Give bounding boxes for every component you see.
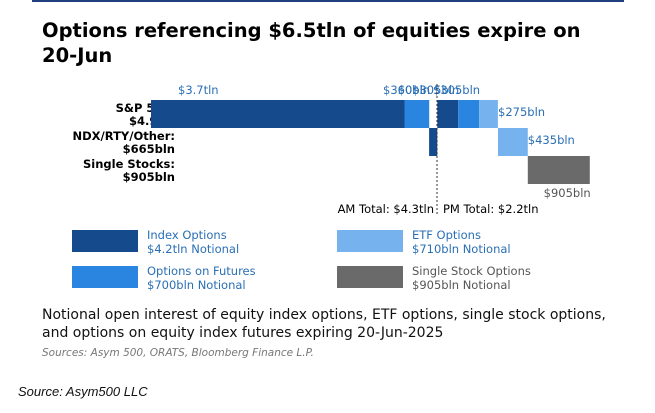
am-total-label: AM Total: $4.3tln [338,202,434,216]
bar-index-options-row1-am [429,128,438,156]
row-label-1-line-1: $665bln [123,142,175,156]
row-label-1-line-0: NDX/RTY/Other: [73,129,175,143]
legend-notional-etf: $710bln Notional [412,242,511,256]
legend-name-etf: ETF Options [412,228,481,242]
data-label-etf-options-row0-am-2: $0bln [398,83,430,97]
data-label-options-on-futures-row0-pm-5: $305bln [433,83,480,97]
legend-notional-futures: $700bln Notional [147,278,246,292]
data-label-index-options-row0-am-0: $3.7tln [178,83,219,97]
row-label-2-line-0: Single Stocks: [83,157,175,171]
legend-name-single: Single Stock Options [412,264,531,278]
chart-title: Options referencing $6.5tln of equities … [42,19,581,67]
legend-swatch-index [72,230,138,252]
bar-index-options-row0-pm [437,100,459,128]
bar-options-on-futures-row0-pm [458,100,480,128]
row-label-2-line-1: $905bln [123,170,175,184]
bar-options-on-futures-row0-am [404,100,430,128]
chart-panel [32,0,624,373]
top-rule [32,0,624,2]
bar-etf-options-row1-pm [498,128,528,156]
legend-name-index: Index Options [147,228,227,242]
data-label-etf-options-row1-pm-7: $435bln [528,133,575,147]
legend-swatch-single [337,266,403,288]
data-label-index-options-row0-pm-4: $305bln [412,83,459,97]
legend-name-futures: Options on Futures [147,264,256,278]
data-label-single-stock-options-row2-pm-8: $905bln [544,186,591,200]
source-credit: Source: Asym500 LLC [18,384,148,399]
sources-note: Sources: Asym 500, ORATS, Bloomberg Fina… [42,347,314,359]
bar-etf-options-row0-pm [479,100,498,128]
legend-notional-index: $4.2tln Notional [147,242,239,256]
chart-caption: Notional open interest of equity index o… [42,307,606,341]
data-label-options-on-futures-row0-am-1: $360bln [383,83,430,97]
pm-total-label: PM Total: $2.2tln [443,202,539,216]
legend-swatch-etf [337,230,403,252]
legend-notional-single: $905bln Notional [412,278,511,292]
bar-index-options-row0-am [151,100,405,128]
legend-swatch-futures [72,266,138,288]
data-label-etf-options-row0-pm-6: $275bln [498,105,545,119]
bar-single-stock-options-row2-pm [527,156,590,184]
